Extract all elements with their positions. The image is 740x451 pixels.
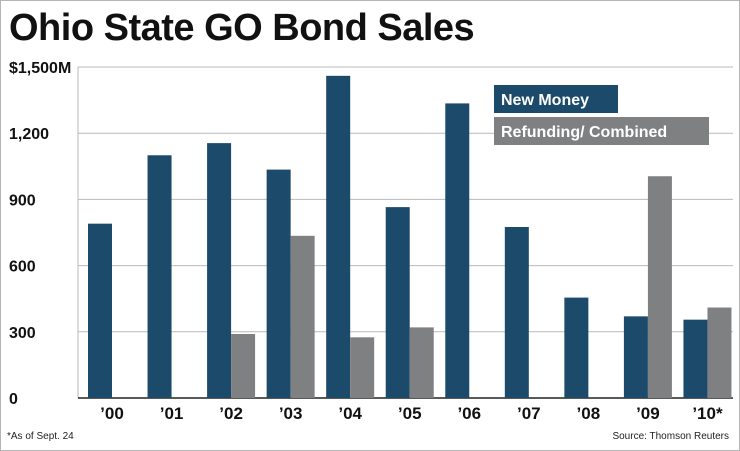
legend-label-refunding: Refunding/ Combined (501, 124, 667, 141)
bar-new-money (385, 207, 410, 398)
legend-swatch-new-money (494, 85, 618, 113)
y-tick-label: $1,500M (9, 60, 71, 77)
chart-title: Ohio State GO Bond Sales (9, 7, 475, 49)
y-tick-label: 0 (9, 391, 18, 408)
bar-new-money (147, 155, 172, 398)
legend-label-new-money: New Money (501, 92, 589, 109)
x-tick-label: ’02 (219, 404, 243, 423)
x-tick-label: ’00 (100, 404, 124, 423)
x-tick-label: ’08 (577, 404, 601, 423)
y-tick-label: 600 (9, 259, 36, 276)
x-tick-label: ’07 (517, 404, 541, 423)
x-tick-label: ’01 (160, 404, 184, 423)
bar-refunding (647, 176, 672, 398)
x-tick-label: ’09 (636, 404, 660, 423)
bar-refunding (290, 235, 315, 398)
bar-new-money (326, 75, 351, 399)
bar-refunding (707, 307, 732, 398)
bar-refunding (231, 334, 256, 398)
x-tick-label: ’04 (338, 404, 362, 423)
bar-new-money (445, 103, 470, 398)
bar-new-money (266, 169, 291, 398)
footnote: *As of Sept. 24 (7, 431, 74, 442)
bar-new-money (623, 316, 648, 398)
x-tick-label: ’06 (457, 404, 481, 423)
source-credit: Source: Thomson Reuters (612, 431, 729, 442)
bar-new-money (564, 297, 589, 398)
bar-refunding (409, 327, 434, 398)
bar-new-money (683, 319, 708, 398)
legend-swatch-refunding (494, 117, 709, 145)
bar-refunding (350, 337, 375, 398)
x-tick-label: ’05 (398, 404, 422, 423)
y-tick-label: 900 (9, 192, 36, 209)
bar-new-money (504, 226, 529, 398)
x-tick-label: ’10* (692, 404, 723, 423)
y-tick-label: 1,200 (9, 126, 49, 143)
bar-new-money (88, 223, 112, 398)
x-tick-label: ’03 (279, 404, 303, 423)
bar-new-money (207, 143, 232, 398)
y-tick-label: 300 (9, 325, 36, 342)
